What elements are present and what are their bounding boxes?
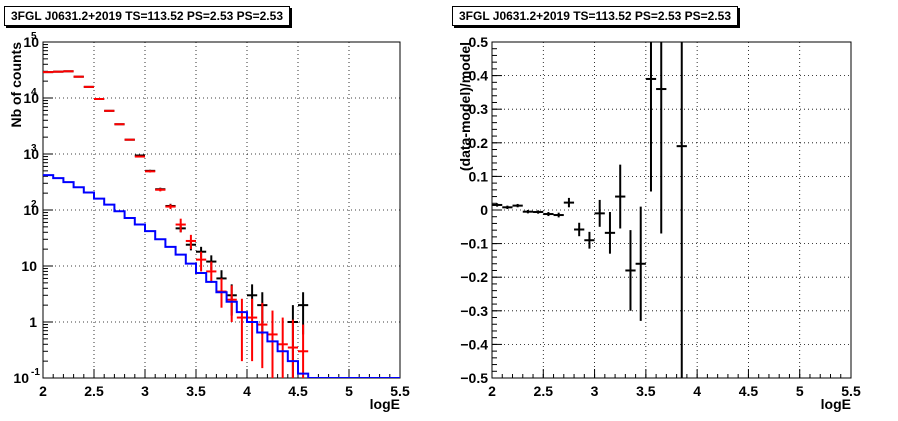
data-point [645, 42, 657, 192]
data-point [94, 97, 105, 100]
plot-frame [491, 41, 852, 379]
data-point [165, 204, 176, 210]
data-point [533, 210, 544, 214]
data-point [574, 222, 585, 237]
left-chart-panel: 2 2.5 3 3.5 4 4.5 5 5.510 -1110102103104105logEN… [8, 31, 410, 412]
y-tick-label: 0.2 [469, 135, 489, 151]
y-tick-exponent: 2 [31, 199, 37, 210]
series-2 [43, 174, 400, 378]
data-point [502, 205, 513, 209]
y-tick-exponent: 5 [31, 31, 37, 42]
data-point [206, 261, 217, 283]
x-tick-label: 5 [796, 383, 804, 399]
data-point [175, 218, 186, 233]
y-axis-label: (data-model)/model [457, 42, 473, 171]
data-point [155, 188, 166, 192]
data-point [676, 42, 687, 378]
x-tick-label: 4.5 [739, 383, 759, 399]
y-tick-label: 10 [13, 370, 29, 386]
data-point [247, 298, 258, 362]
x-tick-label: 2 [39, 383, 47, 399]
y-tick-label: 0.1 [469, 168, 489, 184]
y-tick-label: −0.4 [460, 336, 488, 352]
x-tick-label: 5 [345, 383, 353, 399]
y-tick-label: 0.4 [469, 68, 489, 84]
data-point [492, 203, 503, 207]
model-step-line [43, 174, 400, 378]
right-chart-title: 3FGL J0631.2+2019 TS=113.52 PS=2.53 PS=2… [452, 6, 738, 26]
data-point [134, 155, 145, 158]
data-point [615, 164, 626, 229]
left-chart-title: 3FGL J0631.2+2019 TS=113.52 PS=2.53 PS=2… [4, 6, 290, 26]
x-tick-label: 4 [243, 383, 251, 399]
y-tick-label: 10 [23, 146, 39, 162]
x-tick-label: 5.5 [841, 383, 861, 399]
data-point [287, 319, 298, 378]
y-tick-label: −0.5 [460, 370, 488, 386]
x-tick-label: 5.5 [390, 383, 410, 399]
y-tick-label: −0.2 [460, 269, 488, 285]
y-tick-label: 10 [23, 34, 39, 50]
data-point [83, 85, 94, 88]
y-tick-label: 10 [21, 258, 37, 274]
data-point [635, 206, 646, 321]
data-point [104, 109, 115, 112]
x-tick-label: 3.5 [636, 383, 656, 399]
right-chart-panel: 2 2.5 3 3.5 4 4.5 5 5.5 −0.5 −0.4 −0.3 −0.2 −0.1 0 0.1… [457, 34, 861, 412]
data-point [257, 302, 268, 369]
x-tick-label: 2 [488, 383, 496, 399]
data-point [114, 123, 125, 126]
y-tick-label: 0.5 [469, 34, 489, 50]
data-point [236, 298, 247, 362]
data-point [563, 197, 575, 208]
data-point [277, 317, 288, 378]
y-tick-exponent: 3 [31, 143, 37, 154]
x-tick-label: 3 [141, 383, 149, 399]
x-tick-label: 3.5 [186, 383, 206, 399]
data-point [124, 138, 135, 141]
x-tick-label: 2.5 [534, 383, 554, 399]
data-point [267, 310, 278, 378]
data-point [553, 212, 564, 218]
y-tick-label: 10 [23, 90, 39, 106]
plot-frame [42, 41, 401, 379]
y-tick-exponent: -1 [31, 367, 40, 378]
y-tick-exponent: 4 [31, 87, 37, 98]
y-tick-label: 1 [29, 314, 37, 330]
data-point [185, 234, 196, 250]
data-point [522, 210, 534, 214]
data-point [604, 212, 616, 254]
data-point [584, 231, 595, 249]
x-tick-label: 4.5 [288, 383, 308, 399]
plot-area [43, 70, 400, 378]
data-point [594, 199, 605, 227]
data-point [298, 324, 309, 378]
y-tick-label: −0.3 [460, 303, 488, 319]
plot-area [492, 42, 687, 378]
x-tick-label: 3 [591, 383, 599, 399]
data-point [145, 170, 156, 173]
y-tick-label: 0 [480, 202, 488, 218]
x-tick-label: 2.5 [84, 383, 104, 399]
y-tick-label: 10 [23, 202, 39, 218]
y-axis-label: Nb of counts [8, 42, 24, 128]
y-tick-label: −0.1 [460, 236, 488, 252]
series-0 [492, 42, 687, 378]
y-tick-label: 0.3 [469, 101, 489, 117]
x-tick-label: 4 [693, 383, 701, 399]
data-point [226, 285, 237, 322]
data-point [196, 251, 207, 272]
data-point [543, 212, 554, 217]
series-1 [43, 70, 309, 378]
data-point [512, 203, 523, 208]
data-point [625, 230, 636, 311]
x-axis-label: logE [370, 396, 400, 412]
x-axis-label: logE [821, 396, 851, 412]
data-point [656, 42, 667, 234]
